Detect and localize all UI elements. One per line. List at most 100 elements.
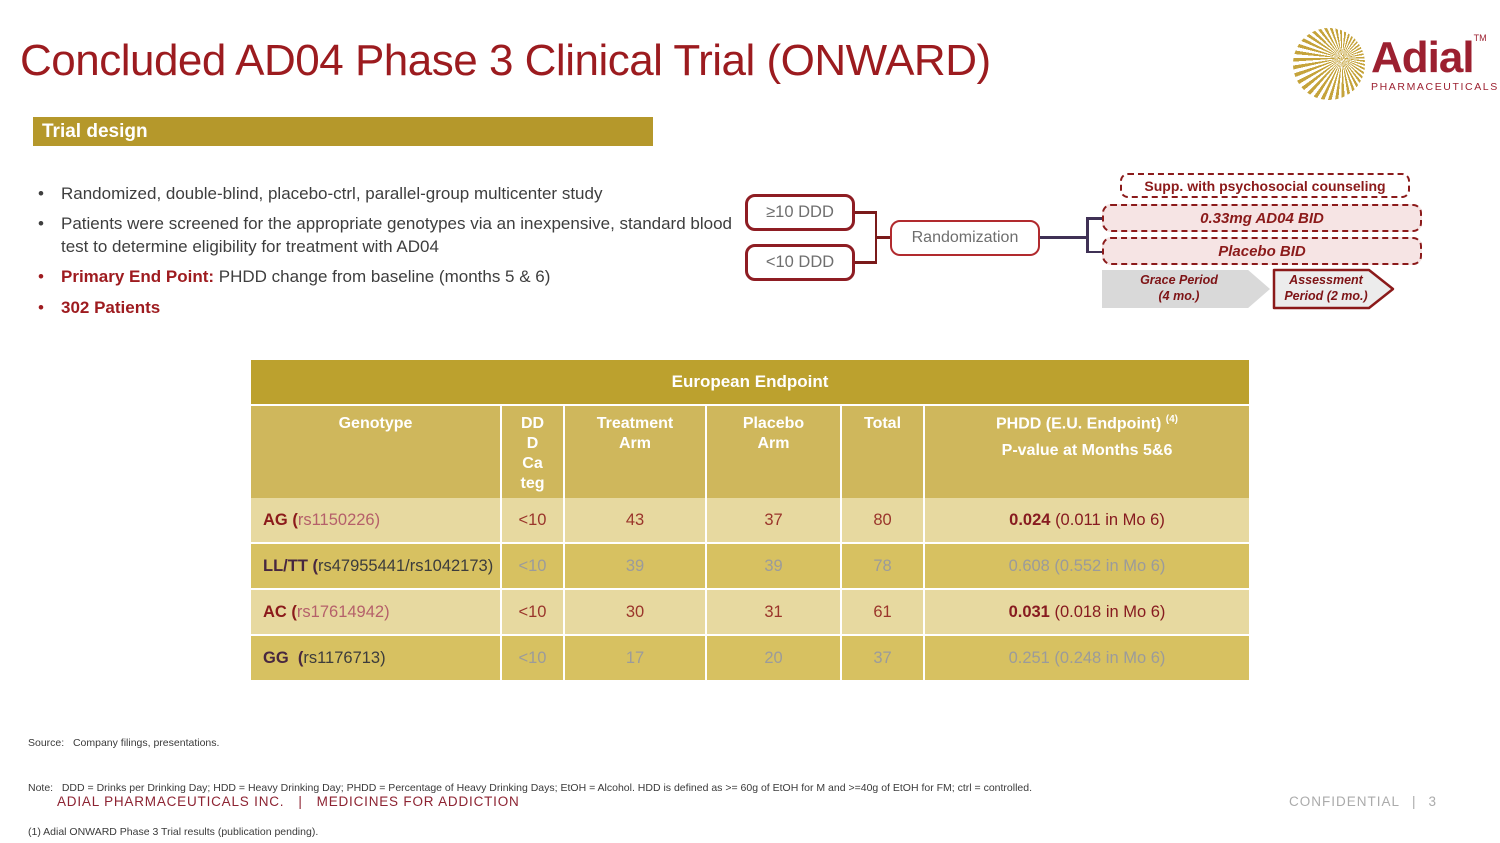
page-title: Concluded AD04 Phase 3 Clinical Trial (O…: [20, 36, 991, 85]
adial-sunburst-icon: [1293, 28, 1365, 100]
confidential-label: CONFIDENTIAL: [1288, 794, 1400, 809]
bullet-list: Randomized, double-blind, placebo-ctrl, …: [35, 183, 735, 327]
ddd-category-cell: <10: [500, 544, 563, 588]
total-cell: 37: [840, 636, 923, 680]
p-value-cell: 0.608 (0.552 in Mo 6): [923, 544, 1249, 588]
connector-line: [855, 211, 877, 214]
bullet-item: Primary End Point: PHDD change from base…: [35, 266, 735, 289]
table-header-row: Genotype DDD Category Treatment Arm Plac…: [251, 406, 1249, 514]
adial-logo: AdialTM PHARMACEUTICALS: [1293, 28, 1499, 100]
assessment-period-arrow: Assessment Period (2 mo.): [1272, 268, 1396, 310]
diagram-box-counseling: Supp. with psychosocial counseling: [1120, 173, 1410, 198]
genotype-rs-id: rs47955441/rs1042173): [317, 556, 494, 575]
footer-left: ADIAL PHARMACEUTICALS INC. | MEDICINES F…: [57, 794, 520, 809]
phdd-header-line2: P-value at Months 5&6: [1001, 442, 1173, 460]
column-header-genotype: Genotype: [251, 406, 500, 514]
treatment-arm-cell: 43: [563, 498, 705, 542]
column-header-placebo-arm: Placebo Arm: [705, 406, 840, 514]
diagram-box-ge10-ddd: ≥10 DDD: [745, 194, 855, 231]
table-body: AG (rs1150226) <10 43 37 80 0.024 (0.011 in M…: [251, 498, 1249, 680]
placebo-arm-cell: 20: [705, 636, 840, 680]
total-cell: 78: [840, 544, 923, 588]
grace-period-duration: (4 mo.): [1158, 289, 1200, 303]
page-number: 3: [1428, 794, 1437, 809]
footer-divider: |: [1411, 794, 1417, 809]
genotype-cell: LL/TT (rs47955441/rs1042173): [251, 544, 500, 588]
treatment-arm-cell: 39: [563, 544, 705, 588]
p-value-cell: 0.031 (0.018 in Mo 6): [923, 590, 1249, 634]
genotype-rs-id: rs1176713): [303, 648, 386, 667]
footer-company: ADIAL PHARMACEUTICALS INC.: [57, 794, 285, 809]
diagram-box-lt10-ddd: <10 DDD: [745, 244, 855, 281]
assessment-period-duration: Period (2 mo.): [1284, 289, 1368, 303]
placebo-arm-cell: 31: [705, 590, 840, 634]
column-header-total: Total: [840, 406, 923, 514]
column-header-phdd: PHDD (E.U. Endpoint) (4) P-value at Mont…: [923, 406, 1249, 514]
placebo-arm-cell: 39: [705, 544, 840, 588]
p-value-bold: 0.031: [1008, 602, 1050, 621]
grace-period-label: Grace Period: [1140, 273, 1218, 288]
genotype-rs-id: rs17614942): [296, 602, 390, 621]
grace-period-arrow: Grace Period (4 mo.): [1102, 270, 1270, 308]
assessment-arrow-shape: [1272, 268, 1395, 310]
p-value-cell: 0.251 (0.248 in Mo 6): [923, 636, 1249, 680]
bullet-item: 302 Patients: [35, 297, 735, 320]
genotype-rs-id: rs1150226): [297, 510, 381, 529]
diagram-box-randomization: Randomization: [890, 220, 1040, 256]
footer-divider: |: [298, 794, 303, 809]
p-value-detail: (0.018 in Mo 6): [1049, 602, 1166, 621]
treatment-arm-cell: 30: [563, 590, 705, 634]
connector-line: [1086, 250, 1102, 253]
connector-line: [855, 261, 877, 264]
table-row: GG (rs1176713) <10 17 20 37 0.251 (0.248 in M…: [251, 636, 1249, 680]
reference-note: (1) Adial ONWARD Phase 3 Trial results (…: [28, 826, 319, 839]
phdd-header-text: PHDD (E.U. Endpoint): [996, 415, 1162, 433]
genotype-cell: GG (rs1176713): [251, 636, 500, 680]
p-value-detail: 0.251 (0.248 in Mo 6): [1008, 648, 1166, 667]
connector-line: [1086, 217, 1102, 220]
phdd-footnote-marker: (4): [1165, 414, 1178, 425]
bullet-lead: 302 Patients: [61, 297, 161, 317]
p-value-cell: 0.024 (0.011 in Mo 6): [923, 498, 1249, 542]
bullet-item: Randomized, double-blind, placebo-ctrl, …: [35, 183, 735, 206]
ddd-category-cell: <10: [500, 498, 563, 542]
connector-line: [1040, 236, 1087, 239]
genotype-label: GG (: [263, 648, 304, 667]
connector-line: [1086, 217, 1089, 253]
bullet-item: Patients were screened for the appropria…: [35, 213, 735, 258]
trademark-symbol: TM: [1473, 32, 1487, 43]
bullet-text: Randomized, double-blind, placebo-ctrl, …: [61, 184, 603, 203]
logo-wordmark: AdialTM: [1371, 32, 1499, 80]
genotype-label: LL/TT (: [263, 556, 318, 575]
footer-tagline: MEDICINES FOR ADDICTION: [316, 794, 520, 809]
bullet-lead: Primary End Point:: [61, 267, 215, 287]
table-title: European Endpoint: [251, 360, 1249, 404]
p-value-bold: 0.024: [1009, 510, 1051, 529]
table-row: AC (rs17614942) <10 30 31 61 0.031 (0.018 in …: [251, 590, 1249, 634]
footnotes: Source: Company filings, presentations. …: [28, 706, 1032, 843]
european-endpoint-table: European Endpoint Genotype DDD Category …: [251, 360, 1249, 680]
ddd-category-cell: <10: [500, 590, 563, 634]
diagram-box-ad04-arm: 0.33mg AD04 BID: [1102, 204, 1422, 232]
table-row: AG (rs1150226) <10 43 37 80 0.024 (0.011 in M…: [251, 498, 1249, 542]
table-row: LL/TT (rs47955441/rs1042173) <10 39 39 78 0.6…: [251, 544, 1249, 588]
section-header-trial-design: Trial design: [33, 117, 653, 146]
column-header-treatment-arm: Treatment Arm: [563, 406, 705, 514]
p-value-detail: 0.608 (0.552 in Mo 6): [1008, 556, 1166, 575]
p-value-detail: (0.011 in Mo 6): [1050, 510, 1165, 529]
genotype-label: AG (: [263, 510, 298, 529]
definitions-note: Note: DDD = Drinks per Drinking Day; HDD…: [28, 781, 1033, 794]
genotype-cell: AG (rs1150226): [251, 498, 500, 542]
genotype-label: AC (: [263, 602, 297, 621]
footer-right: CONFIDENTIAL | 3: [1289, 794, 1437, 809]
source-note: Source: Company filings, presentations.: [28, 736, 220, 749]
total-cell: 61: [840, 590, 923, 634]
logo-subtitle: PHARMACEUTICALS: [1371, 80, 1499, 93]
genotype-cell: AC (rs17614942): [251, 590, 500, 634]
bullet-text: PHDD change from baseline (months 5 & 6): [214, 267, 551, 287]
diagram-box-placebo-arm: Placebo BID: [1102, 237, 1422, 265]
placebo-arm-cell: 37: [705, 498, 840, 542]
assessment-period-label: Assessment: [1289, 273, 1363, 288]
connector-line: [874, 236, 891, 239]
